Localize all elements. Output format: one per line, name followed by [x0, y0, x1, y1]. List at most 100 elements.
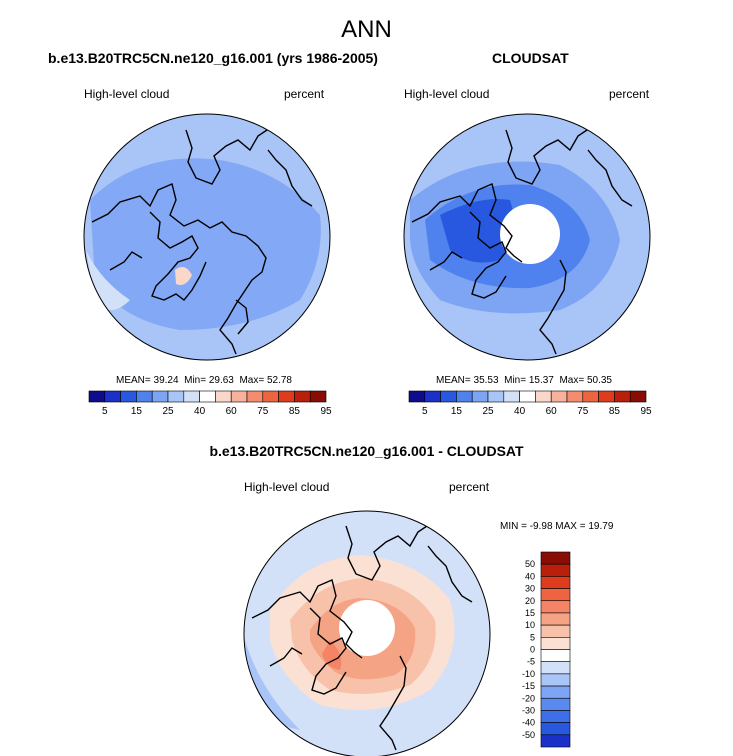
panel2-colorbar-tick-label: 5	[422, 406, 428, 417]
panel2-colorbar-swatch	[487, 390, 505, 403]
panel3-colorbar-swatch	[540, 697, 571, 711]
panel1-field-high	[175, 266, 192, 285]
panel1-colorbar-swatch	[278, 390, 295, 403]
panel1-max-label: Max=	[239, 375, 265, 386]
panel2-colorbar-tick-label: 15	[451, 406, 463, 417]
panel1-colorbar-swatch	[88, 390, 106, 403]
panel3-variable-label: High-level cloud	[244, 480, 330, 494]
panel2-min-value: 15.37	[528, 375, 554, 386]
panel3-colorbar-tick-label: -50	[522, 730, 535, 740]
panel1-colorbar-swatch	[151, 390, 169, 403]
panel2-colorbar-swatch	[424, 390, 441, 403]
panel3-colorbar-tick-label: 5	[530, 632, 535, 642]
panel2-colorbar-swatch	[598, 390, 615, 403]
panel2-colorbar-swatch	[456, 390, 473, 403]
panel3-colorbar-swatch	[540, 612, 571, 626]
panel2-colorbar: 5 15 25 40 60 75 85 95	[408, 390, 652, 417]
panel2-max-label: Max=	[559, 375, 585, 386]
panel3-colorbar-swatch	[540, 734, 571, 748]
panel3-colorbar-tick-label: -5	[527, 657, 535, 667]
panel3-map-border	[243, 510, 491, 756]
panel1-colorbar-swatch	[136, 390, 153, 403]
panel1-max-value: 52.78	[266, 375, 292, 386]
panel1-field-low	[90, 158, 321, 330]
panel2-colorbar-tick-label: 25	[482, 406, 494, 417]
panel1-mean-label: MEAN=	[116, 375, 151, 386]
panel3-colorbar-swatch	[540, 563, 571, 577]
panel3-colorbar-tick-label: -40	[522, 718, 535, 728]
panel2-colorbar-swatch	[614, 390, 631, 403]
panel1-colorbar-tick-label: 95	[320, 406, 332, 417]
panel1-colorbar-swatch	[120, 390, 137, 403]
panel2-colorbar-swatch	[503, 390, 520, 403]
panel3-colorbar-swatch	[540, 661, 571, 675]
panel1-colorbar-swatch	[183, 390, 200, 403]
panel2-map-border	[403, 113, 651, 361]
panel1-min-value: 29.63	[208, 375, 234, 386]
panel2-field-low	[440, 199, 514, 263]
panel1-mean-value: 39.24	[153, 375, 179, 386]
panel3-colorbar-tick-label: 50	[525, 559, 535, 569]
panel1-colorbar-swatch	[230, 390, 248, 403]
panel2-colorbar-tick-label: 60	[546, 406, 558, 417]
panel2-units: percent	[609, 87, 650, 101]
panel1-colorbar-tick-label: 75	[257, 406, 269, 417]
panel2-colorbar-swatch	[629, 390, 647, 403]
panel3-title: b.e13.B20TRC5CN.ne120_g16.001 - CLOUDSAT	[209, 443, 524, 459]
panel1-colorbar-tick-label: 40	[194, 406, 206, 417]
panel3-colorbar-tick-label: 40	[525, 571, 535, 581]
panel1-colorbar-swatch	[294, 390, 311, 403]
panel1-colorbar-swatch	[246, 390, 264, 403]
panel3-colorbar-tick-label: 0	[530, 645, 535, 655]
panel2-colorbar-tick-label: 40	[514, 406, 526, 417]
panel1-colorbar-swatch	[104, 390, 121, 403]
panel2-coastlines	[411, 127, 633, 355]
panel1-title: b.e13.B20TRC5CN.ne120_g16.001 (yrs 1986-…	[48, 50, 378, 66]
panel3-missing-pole	[339, 600, 395, 656]
panel2-colorbar-tick-label: 95	[640, 406, 652, 417]
panel1-colorbar-tick-label: 5	[102, 406, 108, 417]
panel3-colorbar-swatch	[540, 722, 571, 736]
panel1-colorbar-tick-label: 15	[131, 406, 143, 417]
panel2-colorbar-swatch	[471, 390, 489, 403]
panel3-colorbar-swatch	[540, 576, 571, 589]
page-title: ANN	[341, 16, 392, 43]
panel3-map	[244, 511, 490, 756]
panel3-range-text: MIN = -9.98 MAX = 19.79	[500, 521, 614, 532]
panel3-colorbar-swatch	[540, 588, 571, 602]
panel2-title: CLOUDSAT	[492, 50, 569, 66]
panel2-colorbar-swatch	[550, 390, 568, 403]
panel2-colorbar-swatch	[535, 390, 552, 403]
panel1-colorbar-swatch	[199, 390, 216, 403]
panel2-colorbar-swatch	[440, 390, 457, 403]
panel1-units: percent	[284, 87, 325, 101]
panel3-colorbar-swatch	[540, 551, 571, 565]
panel1-map-border	[83, 113, 331, 361]
panel3-colorbar-swatch	[540, 624, 571, 638]
panel2-colorbar-tick-label: 85	[609, 406, 621, 417]
panel3-colorbar-swatch	[540, 710, 571, 723]
panel2-colorbar-swatch	[566, 390, 584, 403]
panel2-colorbar-swatch	[582, 390, 599, 403]
panel3-colorbar-tick-label: -10	[522, 669, 535, 679]
panel1-colorbar-tick-label: 85	[289, 406, 301, 417]
panel1-colorbar-swatch	[262, 390, 279, 403]
panel3-field-max	[322, 640, 342, 670]
panel1-coastlines	[91, 127, 313, 355]
panel2-missing-pole	[500, 204, 560, 264]
panel3-colorbar-tick-label: -15	[522, 681, 535, 691]
panel2-colorbar-tick-label: 75	[577, 406, 589, 417]
panel2-mean-label: MEAN=	[436, 375, 471, 386]
panel3-colorbar-swatch	[540, 685, 571, 699]
panel1-variable-label: High-level cloud	[84, 87, 170, 101]
panel2-min-label: Min=	[504, 375, 527, 386]
panel1-colorbar-swatch	[167, 390, 185, 403]
panel2-stats: MEAN= 35.53 Min= 15.37 Max= 50.35	[436, 375, 612, 386]
panel1-colorbar: 5 15 25 40 60 75 85 95	[88, 390, 332, 417]
panel1-colorbar-tick-label: 25	[162, 406, 174, 417]
panel3-colorbar-swatch	[540, 673, 571, 687]
panel1-colorbar-swatch	[309, 390, 327, 403]
panel1-colorbar-tick-label: 60	[226, 406, 238, 417]
